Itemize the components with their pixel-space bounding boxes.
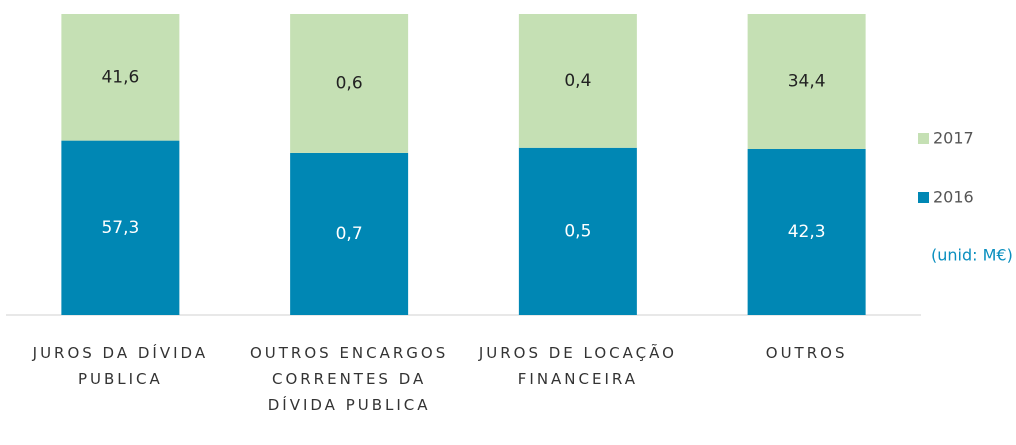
bar-segment bbox=[290, 152, 409, 315]
x-tick-label-line: OUTROS ENCARGOS bbox=[250, 344, 448, 362]
x-tick-label-line: PUBLICA bbox=[78, 370, 163, 388]
bar-segment bbox=[518, 147, 637, 315]
x-tick-label: JUROS DA DÍVIDA PUBLICA bbox=[32, 343, 208, 388]
data-label: 0,6 bbox=[336, 73, 363, 93]
x-tick-label: OUTROS bbox=[766, 344, 848, 362]
bar-segment bbox=[747, 148, 866, 315]
data-label: 0,5 bbox=[564, 221, 591, 241]
legend-label: 2017 bbox=[933, 129, 974, 148]
legend-swatch bbox=[918, 133, 929, 144]
legend-label: 2016 bbox=[933, 188, 974, 207]
x-tick-label-line: FINANCEIRA bbox=[518, 370, 638, 388]
unit-annotation: (unid: M€) bbox=[931, 246, 1013, 265]
x-tick-label-line: OUTROS bbox=[766, 344, 848, 362]
bar-segment bbox=[747, 14, 866, 149]
x-tick-label: JUROS DE LOCAÇÃO FINANCEIRA bbox=[478, 343, 677, 388]
x-tick-label-line: CORRENTES DA bbox=[272, 370, 426, 388]
bar-segment bbox=[290, 14, 409, 153]
legend-swatch bbox=[918, 192, 929, 203]
x-tick-label-line: JUROS DA DÍVIDA bbox=[32, 343, 208, 362]
data-label: 34,4 bbox=[788, 71, 826, 91]
bar-segment bbox=[61, 140, 180, 315]
data-label: 41,6 bbox=[101, 67, 139, 87]
data-label: 0,4 bbox=[564, 71, 591, 91]
data-label: 0,7 bbox=[336, 224, 363, 244]
x-tick-label: OUTROS ENCARGOS CORRENTES DA DÍVIDA PUBLIC… bbox=[250, 344, 448, 414]
x-tick-label-line: JUROS DE LOCAÇÃO bbox=[478, 343, 677, 362]
bar-segment bbox=[518, 14, 637, 148]
x-tick-label-line: DÍVIDA PUBLICA bbox=[268, 395, 431, 414]
bar-segment bbox=[61, 14, 180, 141]
data-label: 42,3 bbox=[788, 222, 826, 242]
data-label: 57,3 bbox=[101, 218, 139, 238]
